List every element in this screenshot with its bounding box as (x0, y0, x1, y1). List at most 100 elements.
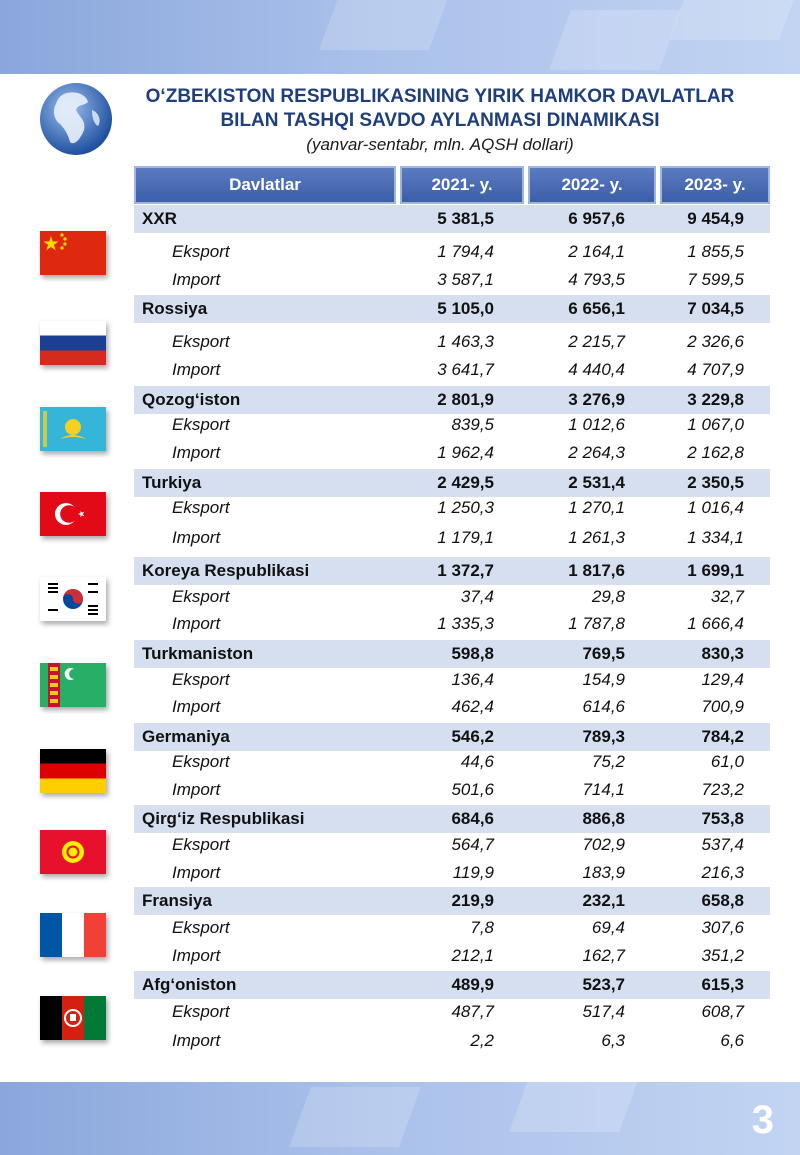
country-row-label: Afg‘oniston (142, 975, 237, 994)
country-row-value-2022: 232,1 (582, 891, 625, 910)
country-row: Qozog‘iston 2 801,9 3 276,9 3 229,8 (134, 386, 770, 414)
import-row-value-2021: 501,6 (451, 780, 494, 799)
import-row-value-2023: 700,9 (701, 697, 744, 716)
export-row-value-2021: 136,4 (451, 670, 494, 689)
export-row: Eksport 37,4 29,8 32,7 (134, 583, 770, 611)
import-row-label: Import (172, 1031, 221, 1050)
country-row-label: Koreya Respublikasi (142, 561, 310, 580)
import-row-value-2022: 6,3 (601, 1031, 625, 1050)
import-row-value-2021: 1 179,1 (437, 528, 494, 547)
export-row-label: Eksport (172, 918, 230, 937)
country-row: Turkiya 2 429,5 2 531,4 2 350,5 (134, 469, 770, 497)
country-row-value-2022: 789,3 (582, 727, 625, 746)
export-row-value-2022: 2 164,1 (568, 242, 625, 261)
export-row-label: Eksport (172, 835, 230, 854)
country-row-value-2021: 1 372,7 (437, 561, 494, 580)
bottom-banner (0, 1082, 800, 1155)
country-row-value-2023: 784,2 (701, 727, 744, 746)
export-row: Eksport 1 794,4 2 164,1 1 855,5 (134, 238, 770, 266)
kazakhstan-flag-icon (40, 407, 106, 451)
decor-shape (509, 1082, 641, 1132)
country-row: Fransiya 219,9 232,1 658,8 (134, 887, 770, 915)
import-row-value-2023: 723,2 (701, 780, 744, 799)
export-row-value-2021: 839,5 (451, 415, 494, 434)
south-korea-flag-icon (40, 577, 106, 621)
france-flag-icon (40, 913, 106, 957)
export-row-value-2023: 32,7 (710, 587, 744, 606)
import-row: Import 1 179,1 1 261,3 1 334,1 (134, 524, 770, 552)
export-row: Eksport 7,8 69,4 307,6 (134, 914, 770, 942)
country-row: Qirg‘iz Respublikasi 684,6 886,8 753,8 (134, 805, 770, 833)
export-row-value-2022: 702,9 (582, 835, 625, 854)
import-row: Import 212,1 162,7 351,2 (134, 942, 770, 970)
country-row: XXR 5 381,5 6 957,6 9 454,9 (134, 205, 770, 233)
export-row-value-2021: 37,4 (460, 587, 494, 606)
import-row-label: Import (172, 528, 221, 547)
export-row: Eksport 136,4 154,9 129,4 (134, 666, 770, 694)
country-row-value-2021: 219,9 (451, 891, 494, 910)
import-row-value-2022: 4 440,4 (568, 360, 625, 379)
country-row-value-2021: 684,6 (451, 809, 494, 828)
export-row-value-2023: 1 855,5 (687, 242, 744, 261)
country-row-value-2022: 6 957,6 (568, 209, 625, 228)
import-row-value-2021: 119,9 (452, 863, 494, 882)
import-row-value-2022: 4 793,5 (568, 270, 625, 289)
import-row-label: Import (172, 614, 221, 633)
export-row-label: Eksport (172, 242, 230, 261)
country-row-value-2021: 598,8 (451, 644, 494, 663)
import-row-value-2021: 3 641,7 (437, 360, 494, 379)
import-row-value-2021: 212,1 (451, 946, 494, 965)
turkey-flag-icon (40, 492, 106, 536)
export-row: Eksport 44,6 75,2 61,0 (134, 748, 770, 776)
country-row-value-2022: 3 276,9 (568, 390, 625, 409)
header-countries: Davlatlar (134, 166, 396, 204)
export-row-value-2023: 307,6 (701, 918, 744, 937)
country-row-label: Turkmaniston (142, 644, 254, 663)
import-row-label: Import (172, 946, 221, 965)
import-row-value-2021: 462,4 (451, 697, 494, 716)
header-year-2021: 2021- y. (400, 166, 524, 204)
import-row: Import 501,6 714,1 723,2 (134, 776, 770, 804)
country-row-value-2021: 546,2 (451, 727, 494, 746)
country-row-label: Rossiya (142, 299, 208, 318)
import-row-value-2023: 216,3 (701, 863, 744, 882)
export-row-value-2022: 1 270,1 (568, 498, 625, 517)
country-row: Afg‘oniston 489,9 523,7 615,3 (134, 971, 770, 999)
country-row-value-2023: 753,8 (701, 809, 744, 828)
import-row-value-2022: 614,6 (582, 697, 625, 716)
country-row-value-2023: 830,3 (701, 644, 744, 663)
decor-shape (289, 1087, 421, 1147)
export-row-label: Eksport (172, 1002, 230, 1021)
import-row: Import 1 962,4 2 264,3 2 162,8 (134, 439, 770, 467)
top-banner (0, 0, 800, 74)
export-row: Eksport 487,7 517,4 608,7 (134, 998, 770, 1026)
export-row-value-2023: 129,4 (701, 670, 744, 689)
import-row-value-2023: 1 666,4 (687, 614, 744, 633)
import-row-label: Import (172, 443, 221, 462)
export-row-value-2023: 537,4 (701, 835, 744, 854)
export-row-value-2023: 1 067,0 (687, 415, 744, 434)
export-row: Eksport 839,5 1 012,6 1 067,0 (134, 411, 770, 439)
import-row-value-2021: 3 587,1 (437, 270, 494, 289)
header-year-2023: 2023- y. (660, 166, 770, 204)
country-row-label: Germaniya (142, 727, 230, 746)
country-row-value-2022: 6 656,1 (568, 299, 625, 318)
export-row-label: Eksport (172, 670, 230, 689)
kyrgyzstan-flag-icon (40, 830, 106, 874)
export-row-value-2023: 2 326,6 (687, 332, 744, 351)
export-row-label: Eksport (172, 587, 230, 606)
export-row-value-2021: 7,8 (470, 918, 494, 937)
export-row-value-2021: 1 794,4 (437, 242, 494, 261)
import-row-value-2022: 183,9 (582, 863, 625, 882)
russia-flag-icon (40, 321, 106, 365)
import-row: Import 1 335,3 1 787,8 1 666,4 (134, 610, 770, 638)
export-row-label: Eksport (172, 415, 230, 434)
export-row-value-2022: 517,4 (582, 1002, 625, 1021)
export-row-value-2021: 1 250,3 (437, 498, 494, 517)
country-row-label: Turkiya (142, 473, 202, 492)
country-row-label: Qozog‘iston (142, 390, 241, 409)
page-title-line-1: O‘ZBEKISTON RESPUBLIKASINING YIRIK HAMKO… (145, 86, 735, 107)
export-row-value-2022: 29,8 (591, 587, 625, 606)
import-row-value-2022: 714,1 (582, 780, 625, 799)
export-row-label: Eksport (172, 332, 230, 351)
